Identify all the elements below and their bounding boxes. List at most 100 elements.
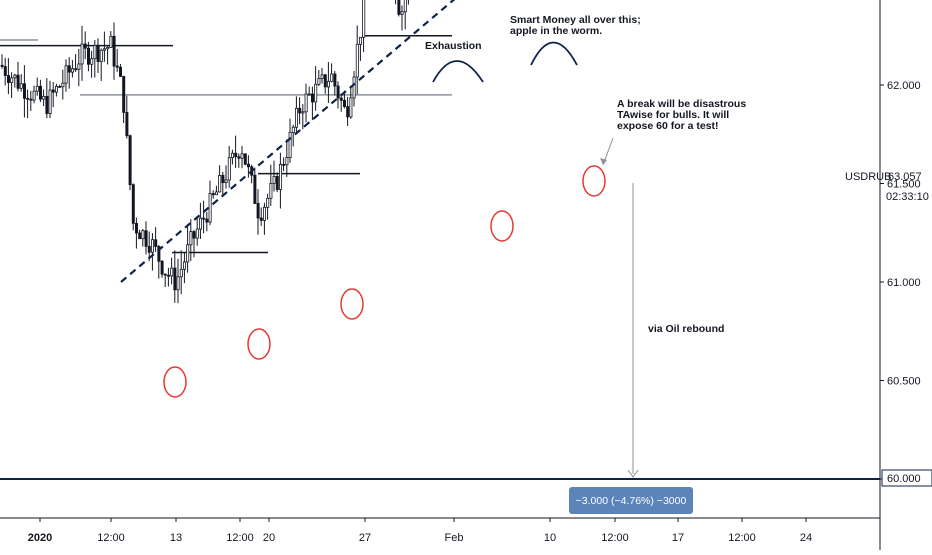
- candle: [35, 77, 39, 96]
- candle-body: [109, 35, 113, 48]
- candle-body: [125, 112, 129, 137]
- candle-body: [22, 83, 26, 99]
- candle: [87, 41, 91, 72]
- candle-body: [301, 111, 305, 114]
- break-note-line2: TAwise for bulls. It will: [617, 109, 729, 121]
- candle: [103, 31, 107, 62]
- touch-circle: [490, 210, 514, 242]
- candle-body: [195, 228, 199, 239]
- candle-body: [141, 230, 145, 240]
- candle: [272, 160, 276, 192]
- candle: [253, 167, 257, 205]
- y-tick-label: 60.500: [887, 376, 921, 388]
- candle-body: [320, 74, 324, 79]
- candle-body: [282, 163, 286, 166]
- candle: [90, 50, 94, 78]
- candle-body: [26, 97, 30, 100]
- candle-body: [192, 231, 196, 239]
- candle: [346, 96, 350, 126]
- candle-body: [294, 107, 298, 128]
- candle-body: [83, 43, 87, 49]
- candle: [310, 86, 314, 121]
- candle: [205, 211, 209, 232]
- candle-body: [7, 75, 11, 83]
- x-tick-label: 12:00: [728, 532, 756, 544]
- candle: [122, 75, 126, 124]
- measure-box[interactable]: −3.000 (−4.76%) −3000: [569, 487, 693, 514]
- candle-body: [214, 191, 218, 196]
- candle: [278, 152, 282, 209]
- candle: [400, 5, 404, 31]
- touch-circle: [247, 328, 271, 360]
- candle-body: [230, 152, 234, 159]
- candle-body: [237, 156, 241, 159]
- drawings: [120, 0, 639, 478]
- candle-body: [96, 44, 100, 62]
- candle-body: [99, 49, 103, 62]
- candle: [362, 0, 366, 53]
- candle: [170, 257, 174, 285]
- candle-body: [272, 176, 276, 184]
- candle: [154, 227, 158, 252]
- candle: [224, 165, 228, 189]
- candle: [275, 172, 279, 193]
- candle: [42, 89, 46, 107]
- candle-body: [10, 77, 14, 83]
- candle: [256, 189, 260, 235]
- candle: [214, 185, 218, 196]
- candle: [134, 217, 138, 249]
- candle-body: [346, 106, 350, 118]
- candle: [314, 66, 318, 111]
- candle: [211, 190, 215, 199]
- candle-body: [310, 93, 314, 103]
- touch-circle: [340, 288, 364, 320]
- candle-body: [253, 174, 257, 204]
- price-axis[interactable]: 64.50064.00063.50063.00062.50062.00061.5…: [879, 0, 921, 550]
- candle: [13, 73, 17, 88]
- time-axis[interactable]: 2020 12:00 13 12:00 20 27 Feb 10 12:00 17 12:00 24: [0, 517, 880, 544]
- candle: [55, 83, 59, 97]
- candle-body: [0, 64, 4, 67]
- candle: [119, 63, 123, 78]
- oil-rebound-label: via Oil rebound: [648, 323, 724, 335]
- candle-body: [333, 73, 337, 87]
- candle: [218, 165, 222, 193]
- candle-body: [134, 222, 138, 234]
- candle: [186, 226, 190, 273]
- candle-body: [262, 206, 266, 221]
- candle-body: [355, 43, 359, 78]
- candle: [320, 68, 324, 84]
- candle: [230, 149, 234, 165]
- candle-body: [128, 135, 132, 186]
- candle-body: [176, 276, 180, 291]
- candle-body: [285, 157, 289, 166]
- candle-body: [246, 163, 250, 168]
- candle-body: [323, 74, 327, 88]
- candle: [61, 69, 65, 100]
- countdown-label: 02:33:10: [886, 191, 929, 203]
- candle: [403, 0, 407, 30]
- candle: [74, 54, 78, 72]
- candle-body: [234, 152, 238, 158]
- x-tick-label: 17: [672, 532, 684, 544]
- candle-body: [71, 68, 75, 73]
- candle: [246, 155, 250, 178]
- support-trendline: [120, 0, 456, 283]
- x-tick-label: 12:00: [601, 532, 629, 544]
- candle-body: [163, 273, 167, 276]
- candle: [179, 250, 183, 295]
- exhaustion-arc: [432, 60, 484, 83]
- candle: [71, 60, 75, 78]
- candle-body: [80, 43, 84, 65]
- candle-body: [106, 47, 110, 50]
- x-tick-label: 20: [263, 532, 275, 544]
- candle-body: [400, 11, 404, 15]
- candle: [96, 38, 100, 74]
- candle-body: [150, 239, 154, 253]
- candle: [195, 216, 199, 246]
- x-tick-label: Feb: [445, 532, 464, 544]
- target-price-label: 60.000: [887, 473, 921, 485]
- candle-body: [288, 132, 292, 158]
